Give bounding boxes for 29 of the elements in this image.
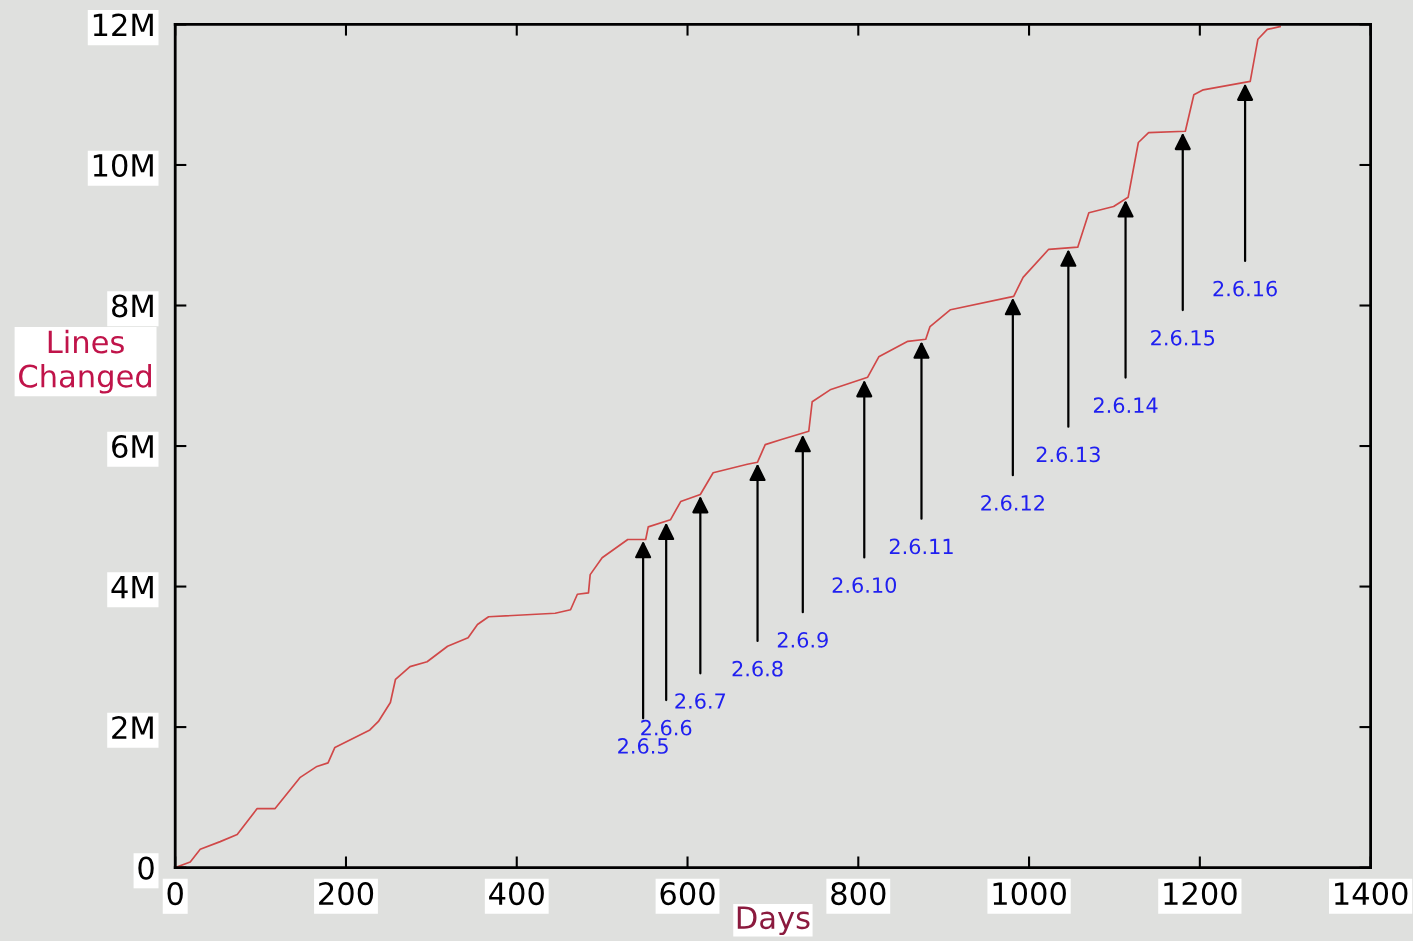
annotation: 2.6.14 xyxy=(1093,397,1158,414)
annotation: 2.6.6 xyxy=(641,719,692,736)
x-tick-label: 1400 xyxy=(1335,882,1408,906)
annotation: 2.6.5 xyxy=(618,738,668,754)
annotation: 2.6.11 xyxy=(889,538,953,555)
x-tick-label: 200 xyxy=(319,882,374,906)
annotation: 2.6.15 xyxy=(1151,329,1215,346)
y-tick-label: 12M xyxy=(93,13,153,37)
y-axis-title: Lines Changed xyxy=(19,329,151,394)
y-tick-label: 2M xyxy=(112,716,153,739)
annotation: 2.6.10 xyxy=(832,577,897,593)
x-tick-label: 1200 xyxy=(1164,882,1237,906)
annotation: 2.6.9 xyxy=(777,632,828,648)
x-tick-label: 0 xyxy=(167,882,183,906)
y-tick-label: 8M xyxy=(112,294,153,318)
annotation: 2.6.7 xyxy=(675,693,726,709)
x-tick-label: 600 xyxy=(660,882,715,906)
annotation: 2.6.13 xyxy=(1036,446,1100,463)
y-tick-label: 6M xyxy=(112,434,153,459)
y-tick-label: 0 xyxy=(138,856,154,880)
annotation: 2.6.16 xyxy=(1213,280,1277,297)
x-tick-label: 1000 xyxy=(993,882,1066,906)
annotation: 2.6.8 xyxy=(732,660,783,677)
annotation: 2.6.12 xyxy=(981,495,1044,511)
x-tick-label: 800 xyxy=(831,882,886,906)
x-tick-label: 400 xyxy=(489,882,544,906)
x-axis-title: Days xyxy=(737,906,810,936)
y-tick-label: 10M xyxy=(93,153,153,178)
y-tick-label: 4M xyxy=(111,575,153,599)
